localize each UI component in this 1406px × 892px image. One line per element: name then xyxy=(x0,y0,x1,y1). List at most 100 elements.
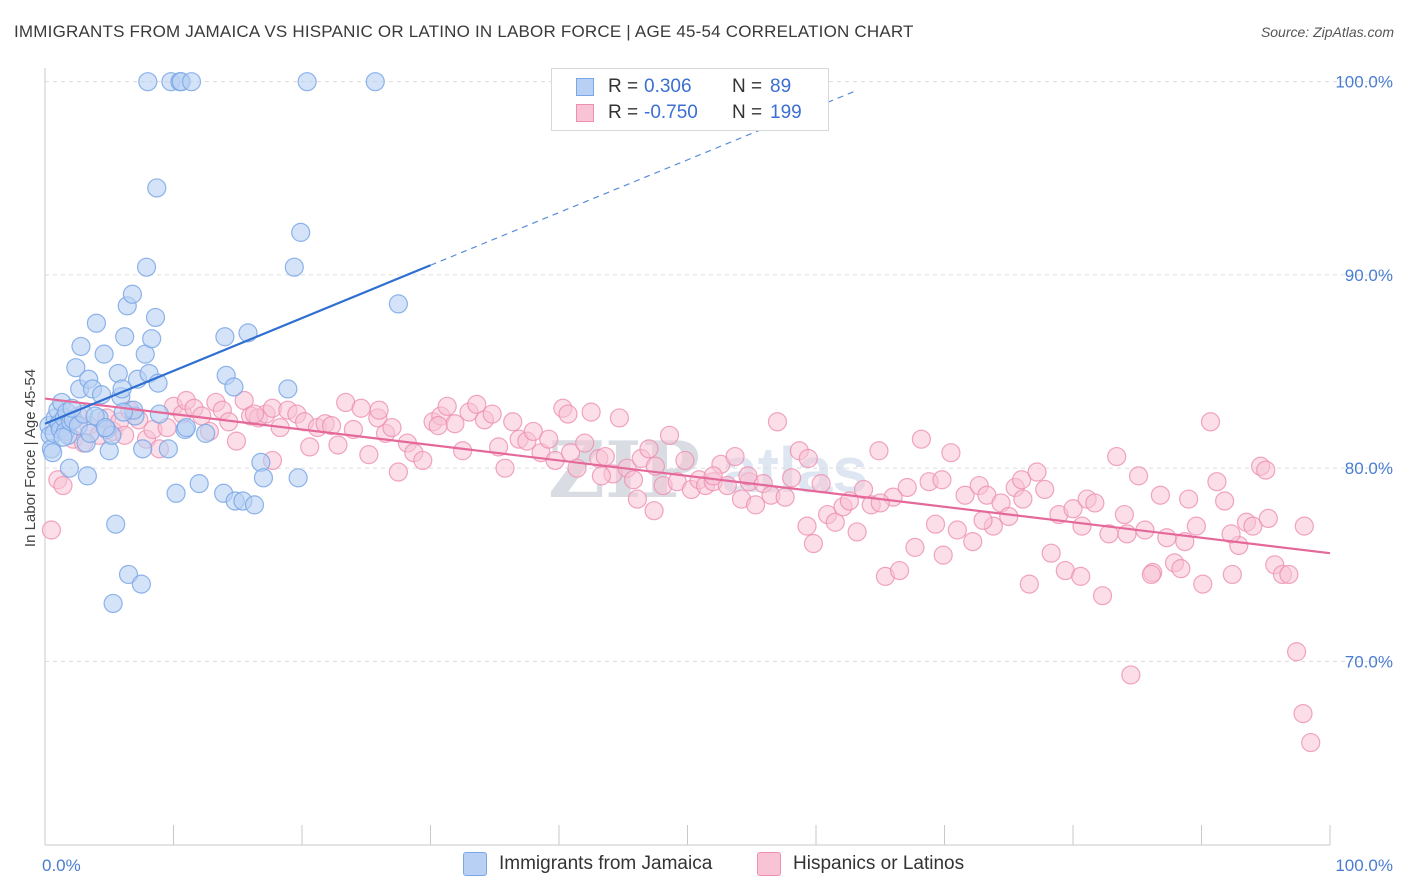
data-point-hispanics xyxy=(746,495,766,515)
data-point-hispanics xyxy=(999,506,1019,527)
data-point-hispanics xyxy=(703,466,723,486)
data-point-hispanics xyxy=(1200,412,1221,432)
data-point-hispanics xyxy=(1114,504,1135,525)
legend-item-jamaica[interactable]: Immigrants from Jamaica xyxy=(463,852,712,876)
data-point-jamaica xyxy=(288,468,308,488)
data-point-hispanics xyxy=(963,531,983,552)
data-point-hispanics xyxy=(1301,732,1321,753)
legend-swatch-hispanics xyxy=(757,852,781,876)
data-point-hispanics xyxy=(1071,566,1091,586)
data-point-jamaica xyxy=(189,474,209,494)
data-point-hispanics xyxy=(328,435,348,455)
data-point-hispanics xyxy=(1107,446,1127,467)
data-point-jamaica xyxy=(278,379,298,399)
data-point-hispanics xyxy=(539,429,559,449)
data-point-jamaica xyxy=(136,257,157,277)
data-point-jamaica xyxy=(95,417,115,438)
r-label: R = xyxy=(608,102,639,123)
data-point-hispanics xyxy=(1013,489,1033,509)
data-point-hispanics xyxy=(558,404,578,424)
data-point-hispanics xyxy=(1072,516,1092,536)
data-point-jamaica xyxy=(66,358,86,378)
data-point-hispanics xyxy=(244,404,265,424)
stats-row-hispanics: R = -0.750 N = 199 xyxy=(576,102,802,124)
data-point-hispanics xyxy=(738,466,758,486)
data-point-hispanics xyxy=(437,396,457,416)
data-point-hispanics xyxy=(1150,485,1170,505)
stats-legend: R = 0.306 N = 89 R = -0.750 N = 199 xyxy=(551,68,829,131)
data-point-hispanics xyxy=(53,475,73,496)
data-point-hispanics xyxy=(911,429,931,449)
data-point-hispanics xyxy=(659,425,680,445)
data-point-hispanics xyxy=(941,443,961,463)
data-point-hispanics xyxy=(947,520,967,540)
data-point-jamaica xyxy=(253,468,274,488)
data-point-jamaica xyxy=(291,222,311,242)
data-point-hispanics xyxy=(797,516,817,536)
data-point-hispanics xyxy=(1179,489,1199,509)
data-point-hispanics xyxy=(1027,462,1047,482)
data-point-hispanics xyxy=(300,437,320,457)
data-point-hispanics xyxy=(503,412,523,432)
data-point-hispanics xyxy=(775,487,795,507)
data-point-hispanics xyxy=(581,402,601,422)
data-point-hispanics xyxy=(495,458,515,478)
data-point-hispanics xyxy=(343,419,363,440)
data-point-hispanics xyxy=(644,501,664,521)
y-tick-label: 80.0% xyxy=(1345,459,1393,478)
data-point-hispanics xyxy=(575,433,595,453)
r-label: R = xyxy=(608,76,639,97)
data-point-jamaica xyxy=(106,514,126,534)
data-point-jamaica xyxy=(215,327,235,347)
data-point-hispanics xyxy=(1085,493,1105,513)
data-point-hispanics xyxy=(725,446,745,467)
data-point-hispanics xyxy=(1256,460,1276,480)
y-tick-label: 90.0% xyxy=(1345,266,1393,285)
data-point-jamaica xyxy=(59,458,80,478)
chart-title: IMMIGRANTS FROM JAMAICA VS HISPANIC OR L… xyxy=(14,22,914,41)
data-point-hispanics xyxy=(1207,472,1227,492)
data-point-jamaica xyxy=(284,257,304,277)
series-legend: Immigrants from Jamaica Hispanics or Lat… xyxy=(0,852,1406,878)
n-label: N = xyxy=(732,76,763,97)
data-point-jamaica xyxy=(86,313,107,333)
data-point-hispanics xyxy=(1279,564,1299,585)
data-point-jamaica xyxy=(166,483,186,503)
data-point-hispanics xyxy=(482,404,502,424)
data-point-jamaica xyxy=(147,178,167,198)
y-tick-label: 70.0% xyxy=(1345,652,1393,671)
data-point-jamaica xyxy=(181,72,202,92)
data-point-hispanics xyxy=(767,412,788,432)
data-point-hispanics xyxy=(781,468,802,488)
data-point-jamaica xyxy=(158,439,178,459)
n-value: 199 xyxy=(770,102,802,123)
y-axis-label: In Labor Force | Age 45-54 xyxy=(22,369,39,547)
data-point-jamaica xyxy=(145,307,166,328)
data-point-hispanics xyxy=(811,474,831,494)
data-point-hispanics xyxy=(1258,508,1278,529)
legend-label-jamaica: Immigrants from Jamaica xyxy=(499,853,713,874)
data-point-hispanics xyxy=(905,537,925,557)
data-point-hispanics xyxy=(591,466,612,486)
data-point-hispanics xyxy=(1171,559,1191,579)
data-point-hispanics xyxy=(523,421,543,442)
data-point-hispanics xyxy=(1294,516,1314,536)
data-point-hispanics xyxy=(847,522,867,542)
data-point-jamaica xyxy=(131,574,151,594)
series-jamaica-points xyxy=(39,72,408,614)
data-point-hispanics xyxy=(803,533,824,554)
swatch-hispanics xyxy=(576,104,594,122)
data-point-hispanics xyxy=(1221,524,1241,544)
data-point-hispanics xyxy=(870,493,890,513)
data-point-hispanics xyxy=(1222,564,1242,585)
data-point-hispanics xyxy=(1243,516,1263,536)
data-point-jamaica xyxy=(94,344,114,364)
data-point-hispanics xyxy=(1019,574,1039,594)
n-value: 89 xyxy=(770,76,792,97)
data-point-hispanics xyxy=(798,448,818,469)
data-point-hispanics xyxy=(1286,642,1307,662)
legend-item-hispanics[interactable]: Hispanics or Latinos xyxy=(757,852,964,876)
data-point-hispanics xyxy=(925,514,946,534)
data-point-jamaica xyxy=(71,336,91,357)
x-tick-label-min: 0.0% xyxy=(42,856,81,875)
